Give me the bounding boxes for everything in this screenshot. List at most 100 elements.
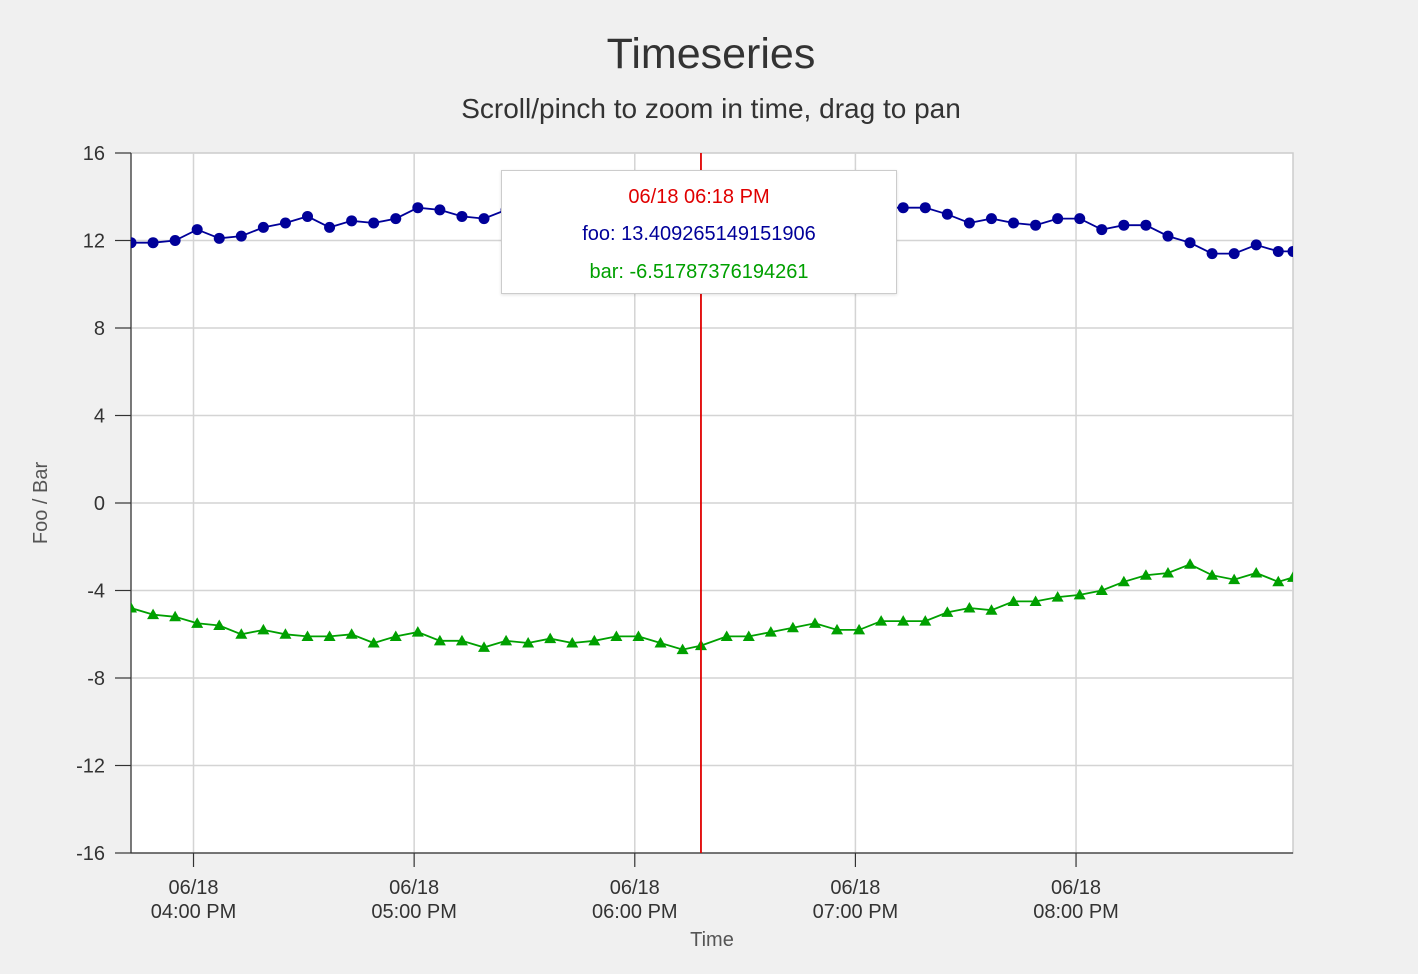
foo-point[interactable] (235, 230, 247, 242)
bar-point[interactable] (345, 628, 358, 639)
bar-point[interactable] (191, 617, 204, 628)
foo-point[interactable] (1118, 219, 1130, 231)
bar-point[interactable] (125, 602, 137, 613)
foo-point[interactable] (1096, 224, 1108, 236)
bar-point[interactable] (1250, 567, 1263, 578)
bar-point[interactable] (742, 630, 755, 641)
foo-point[interactable] (390, 213, 402, 225)
foo-point[interactable] (1206, 248, 1218, 260)
foo-point[interactable] (368, 217, 380, 229)
bar-point[interactable] (1073, 588, 1086, 600)
bar-point[interactable] (875, 615, 888, 626)
bar-point[interactable] (367, 637, 380, 648)
x-tick-time-label: 07:00 PM (813, 901, 899, 923)
y-tick-label: -8 (87, 668, 105, 690)
foo-point[interactable] (1074, 213, 1086, 225)
bar-point[interactable] (1228, 573, 1241, 585)
y-tick-label: -12 (76, 756, 105, 778)
foo-point[interactable] (126, 237, 137, 249)
bar-point[interactable] (235, 628, 248, 639)
foo-point[interactable] (412, 202, 424, 214)
bar-point[interactable] (963, 602, 976, 613)
bar-point[interactable] (323, 630, 336, 641)
foo-point[interactable] (1140, 219, 1152, 231)
foo-point[interactable] (963, 217, 975, 229)
tooltip-time: 06/18 06:18 PM (628, 186, 770, 208)
bar-point[interactable] (632, 630, 645, 641)
bar-point[interactable] (433, 634, 446, 646)
bar-point[interactable] (1139, 569, 1152, 580)
foo-point[interactable] (1008, 217, 1020, 229)
foo-point[interactable] (1250, 239, 1262, 251)
bar-point[interactable] (544, 632, 557, 644)
bar-point[interactable] (500, 634, 513, 646)
bar-point[interactable] (169, 610, 182, 622)
foo-point[interactable] (213, 232, 225, 244)
bar-point[interactable] (213, 619, 226, 631)
foo-point[interactable] (257, 221, 269, 233)
bar-point[interactable] (1184, 558, 1197, 569)
bar-point[interactable] (941, 606, 954, 617)
foo-point[interactable] (346, 215, 358, 227)
foo-point[interactable] (1184, 237, 1196, 249)
bar-point[interactable] (1287, 571, 1299, 582)
foo-point[interactable] (456, 210, 468, 222)
bar-point[interactable] (1272, 575, 1285, 587)
foo-point[interactable] (147, 237, 159, 249)
foo-point[interactable] (1287, 245, 1299, 257)
hover-tooltip: 06/18 06:18 PM foo: 13.409265149151906 b… (501, 170, 897, 294)
foo-point[interactable] (1228, 248, 1240, 260)
bar-point[interactable] (808, 617, 821, 628)
foo-point[interactable] (434, 204, 446, 216)
foo-point[interactable] (169, 235, 181, 246)
bar-point[interactable] (831, 623, 844, 635)
foo-point[interactable] (1272, 245, 1284, 257)
foo-point[interactable] (1052, 213, 1064, 225)
foo-point[interactable] (941, 208, 953, 220)
bar-point[interactable] (919, 615, 932, 626)
foo-point[interactable] (478, 213, 490, 225)
bar-point[interactable] (301, 630, 314, 641)
bar-point[interactable] (588, 634, 601, 646)
bar-point[interactable] (411, 626, 424, 637)
foo-point[interactable] (324, 221, 336, 233)
bar-point[interactable] (1007, 595, 1020, 606)
foo-point[interactable] (1030, 219, 1042, 231)
foo-point[interactable] (1162, 230, 1174, 242)
foo-point[interactable] (302, 210, 314, 222)
foo-point[interactable] (279, 217, 291, 229)
bar-point[interactable] (257, 623, 270, 635)
y-axis-label: Foo / Bar (30, 462, 52, 545)
bar-point[interactable] (985, 604, 998, 615)
bar-point[interactable] (720, 630, 733, 641)
bar-point[interactable] (1051, 591, 1064, 602)
x-tick-date-label: 06/18 (610, 877, 660, 899)
bar-point[interactable] (676, 643, 689, 655)
bar-point[interactable] (455, 634, 468, 646)
bar-point[interactable] (764, 626, 777, 637)
bar-point[interactable] (1161, 567, 1174, 578)
bar-point[interactable] (1095, 584, 1108, 596)
bar-point[interactable] (853, 623, 866, 635)
bar-point[interactable] (1117, 575, 1130, 587)
tooltip-bar-value: bar: -6.51787376194261 (589, 261, 809, 283)
foo-point[interactable] (897, 202, 909, 214)
bar-point[interactable] (279, 628, 292, 639)
bar-point[interactable] (566, 637, 579, 648)
bar-point[interactable] (897, 615, 910, 626)
bar-point[interactable] (522, 637, 535, 648)
bar-point[interactable] (654, 637, 667, 648)
foo-point[interactable] (985, 213, 997, 225)
foo-point[interactable] (919, 202, 931, 214)
bar-point[interactable] (610, 630, 623, 641)
bar-point[interactable] (389, 630, 402, 641)
bar-point[interactable] (1029, 595, 1042, 606)
bar-point[interactable] (786, 621, 799, 633)
bar-point[interactable] (147, 608, 160, 620)
y-tick-label: 16 (83, 143, 105, 165)
bar-point[interactable] (478, 641, 491, 652)
bar-point[interactable] (1206, 569, 1219, 580)
foo-point[interactable] (191, 224, 203, 236)
x-axis-label: Time (690, 929, 734, 951)
